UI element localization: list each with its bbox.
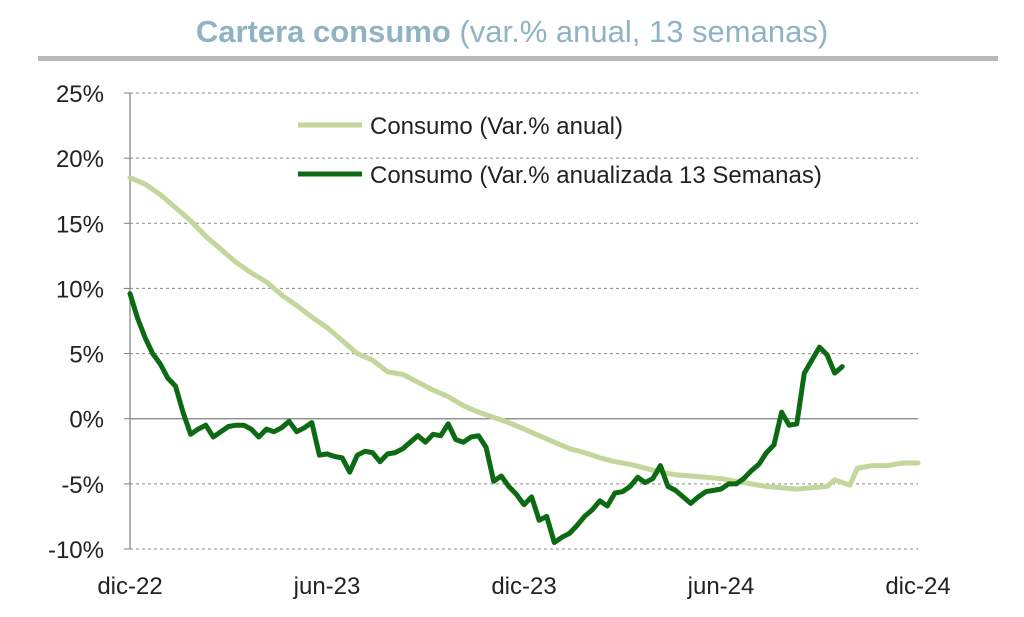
y-tick-label: 20% bbox=[56, 146, 104, 173]
chart-title-rest: (var.% anual, 13 semanas) bbox=[459, 14, 829, 49]
y-tick-label: 10% bbox=[56, 276, 104, 303]
legend-label-1: Consumo (Var.% anual) bbox=[370, 113, 623, 140]
legend: Consumo (Var.% anual) Consumo (Var.% anua… bbox=[298, 113, 822, 189]
series-line-2 bbox=[127, 291, 845, 545]
series-line-1 bbox=[127, 175, 921, 492]
legend-label-2: Consumo (Var.% anualizada 13 Semanas) bbox=[370, 162, 822, 189]
x-tick-label: jun-24 bbox=[687, 573, 755, 600]
axis-layer: 25% 20% 15% 10% 5% 0% -5% -10% dic-22 jun-23 dic-2… bbox=[48, 81, 951, 600]
y-tick-label: 5% bbox=[69, 342, 104, 369]
chart-title: Cartera consumo (var.% anual, 13 semanas… bbox=[0, 14, 1024, 50]
chart-title-bold: Cartera consumo bbox=[195, 14, 451, 49]
y-tick-label: 0% bbox=[69, 407, 104, 434]
x-tick-label: dic-24 bbox=[885, 573, 950, 600]
title-divider bbox=[38, 56, 998, 61]
grid-layer bbox=[130, 92, 918, 550]
x-tick-label: dic-23 bbox=[491, 573, 556, 600]
y-tick-label: -10% bbox=[48, 537, 104, 564]
series-layer bbox=[127, 175, 921, 545]
y-tick-label: 15% bbox=[56, 211, 104, 238]
x-tick-label: jun-23 bbox=[293, 573, 361, 600]
x-tick-label: dic-22 bbox=[97, 573, 162, 600]
y-tick-label: -5% bbox=[61, 472, 104, 499]
y-tick-label: 25% bbox=[56, 81, 104, 108]
